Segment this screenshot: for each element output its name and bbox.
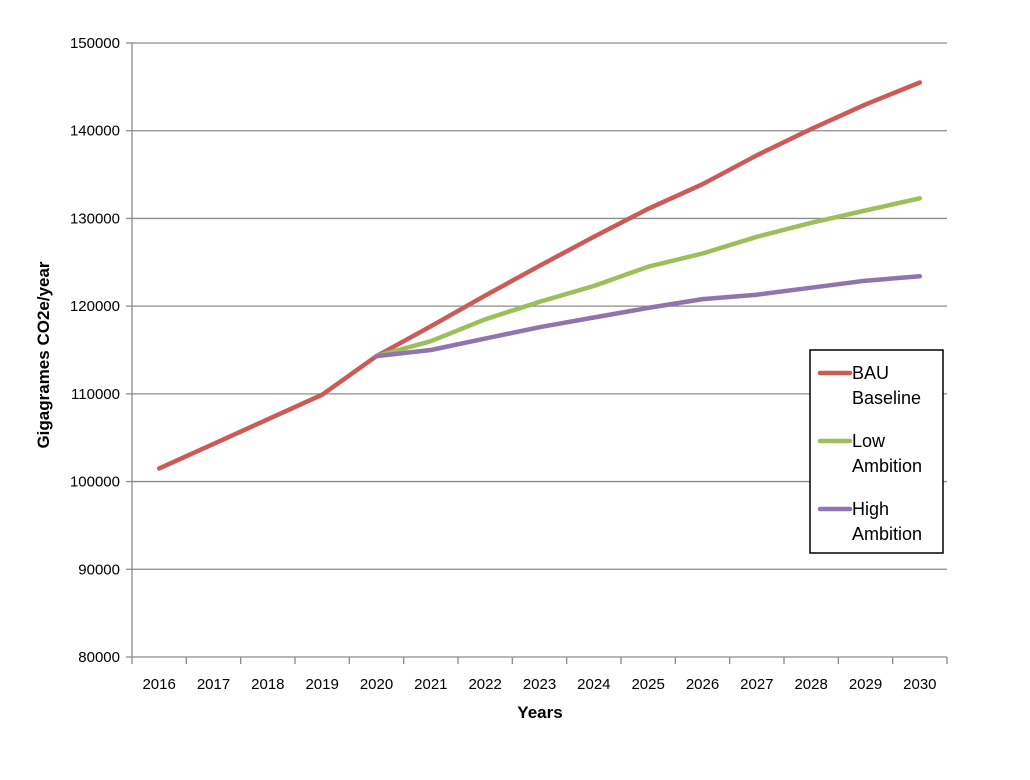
series-line-0 xyxy=(156,80,923,471)
gridlines xyxy=(132,42,947,570)
y-tick-label: 140000 xyxy=(70,123,120,140)
x-tick-label: 2017 xyxy=(197,676,230,693)
series-line-2 xyxy=(374,274,923,359)
x-tick-label: 2019 xyxy=(305,676,338,693)
legend-label-0: Baseline xyxy=(852,388,921,408)
x-tick-label: 2018 xyxy=(251,676,284,693)
x-tick-label: 2022 xyxy=(468,676,501,693)
y-tick-label: 80000 xyxy=(78,649,120,666)
x-axis-title: Years xyxy=(517,703,562,722)
x-tick-label: 2020 xyxy=(360,676,393,693)
y-tick-label: 120000 xyxy=(70,298,120,315)
x-tick-label: 2030 xyxy=(903,676,936,693)
x-tick-labels: 2016 2017 2018 2019 2020 2021 2022 2023 2024 2025… xyxy=(142,676,936,693)
legend-box xyxy=(809,349,944,554)
series-lines xyxy=(156,80,923,471)
axes xyxy=(126,42,948,664)
y-tick-label: 100000 xyxy=(70,474,120,491)
y-tick-labels: 80000 90000 100000 110000 120000 130000 140000… xyxy=(70,35,120,666)
x-tick-label: 2026 xyxy=(686,676,719,693)
y-tick-label: 110000 xyxy=(71,386,120,403)
x-tick-label: 2025 xyxy=(631,676,664,693)
legend: BAU Baseline Low Ambition High Ambition xyxy=(809,349,944,554)
x-tick-label: 2023 xyxy=(523,676,556,693)
legend-label-2: Ambition xyxy=(852,524,922,544)
legend-label-2: High xyxy=(852,499,889,519)
x-tick-label: 2016 xyxy=(142,676,175,693)
y-axis-title: Gigagrames CO2e/year xyxy=(34,261,53,448)
legend-label-1: Low xyxy=(852,431,886,451)
x-tick-label: 2024 xyxy=(577,676,610,693)
y-tick-label: 90000 xyxy=(78,561,120,578)
y-tick-label: 150000 xyxy=(70,35,120,52)
series-line-1 xyxy=(374,196,923,359)
x-tick-label: 2028 xyxy=(794,676,827,693)
y-tick-label: 130000 xyxy=(70,210,120,227)
legend-label-0: BAU xyxy=(852,363,889,383)
x-tick-label: 2021 xyxy=(414,676,447,693)
x-tick-label: 2027 xyxy=(740,676,773,693)
x-tick-label: 2029 xyxy=(849,676,882,693)
legend-label-1: Ambition xyxy=(852,456,922,476)
